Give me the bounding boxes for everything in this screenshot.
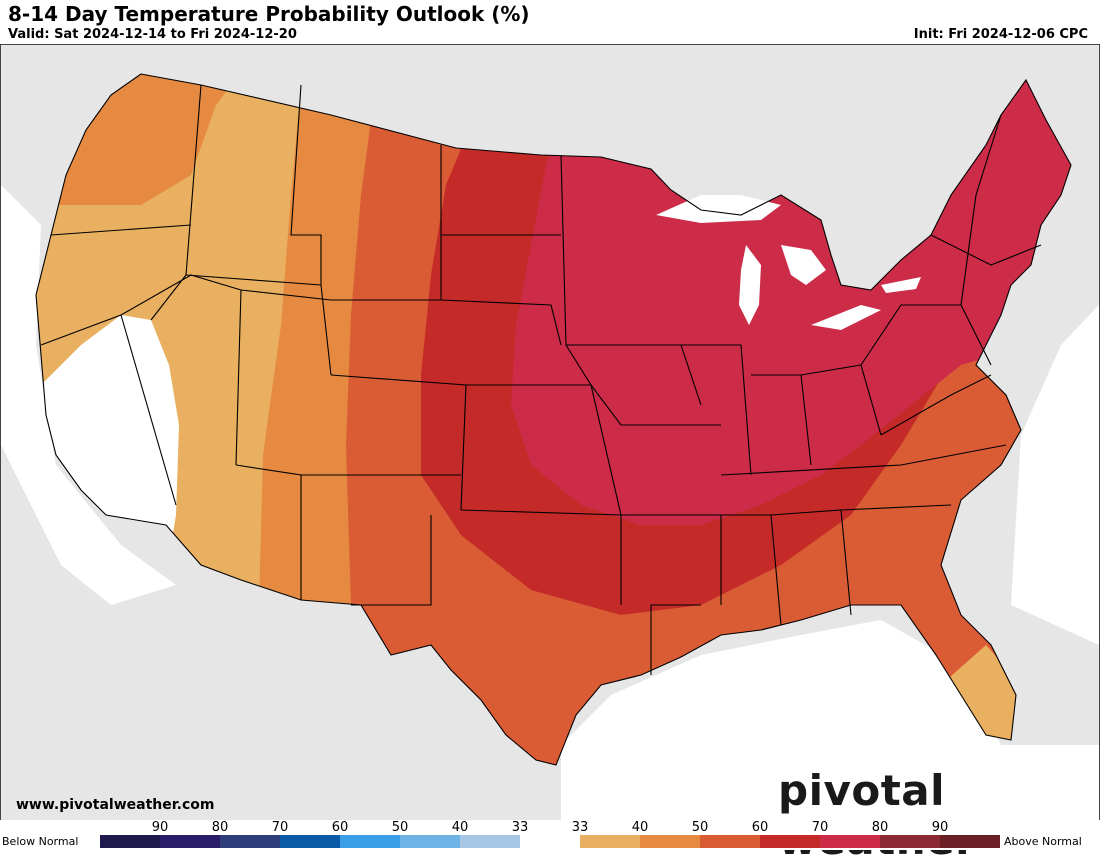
- legend-below-label: Below Normal: [2, 835, 79, 848]
- legend-tick-label: 90: [931, 820, 949, 835]
- lake-erie: [811, 305, 881, 330]
- legend-tick-label: 70: [271, 820, 289, 835]
- legend-swatch: [160, 835, 220, 848]
- map-svg[interactable]: [1, 45, 1099, 820]
- atlantic-ocean: [1011, 305, 1099, 645]
- legend-swatch: [640, 835, 700, 848]
- pacific-ocean: [1, 185, 176, 605]
- legend-tick-label: 70: [811, 820, 829, 835]
- legend-tick-label: 40: [451, 820, 469, 835]
- legend-swatch: [460, 835, 520, 848]
- state-borders: [35, 73, 1072, 766]
- legend-tick-label: 33: [571, 820, 589, 835]
- legend-swatch: [820, 835, 880, 848]
- legend-swatch: [580, 835, 640, 848]
- valid-period: Valid: Sat 2024-12-14 to Fri 2024-12-20: [8, 27, 297, 42]
- lake-superior: [656, 195, 781, 223]
- legend-swatch: [400, 835, 460, 848]
- legend-tick-label: 50: [691, 820, 709, 835]
- init-time: Init: Fri 2024-12-06 CPC: [913, 27, 1088, 42]
- legend-tick-label: 90: [151, 820, 169, 835]
- legend-tick-label: 33: [511, 820, 529, 835]
- legend-swatch: [280, 835, 340, 848]
- legend-tick-label: 60: [331, 820, 349, 835]
- above-33-40-region-florida: [941, 645, 1021, 745]
- legend-tick-label: 60: [751, 820, 769, 835]
- legend-ticks: 90 80 70 60 50 40 33 33 40 50 60 70 80 90: [100, 820, 1000, 835]
- legend-swatch: [520, 835, 580, 848]
- legend-swatch: [760, 835, 820, 848]
- lake-huron: [781, 245, 826, 285]
- legend-swatch: [220, 835, 280, 848]
- legend-colorbar: [100, 835, 1000, 848]
- legend-tick-label: 40: [631, 820, 649, 835]
- header: 8-14 Day Temperature Probability Outlook…: [0, 0, 1100, 44]
- website-link[interactable]: www.pivotalweather.com: [16, 797, 215, 813]
- lake-michigan: [739, 245, 761, 325]
- legend-swatch: [940, 835, 1000, 848]
- legend-tick-label: 80: [871, 820, 889, 835]
- legend-swatch: [880, 835, 940, 848]
- legend-tick-label: 80: [211, 820, 229, 835]
- map-title: 8-14 Day Temperature Probability Outlook…: [8, 2, 530, 26]
- legend-swatch: [340, 835, 400, 848]
- legend: Below Normal 90 80 70 60 50 40 33 33 40 50 60 70 80 9…: [0, 820, 1100, 850]
- legend-swatch: [700, 835, 760, 848]
- lake-ontario: [881, 277, 921, 293]
- legend-above-label: Above Normal: [1004, 835, 1082, 848]
- map-panel[interactable]: [0, 44, 1100, 821]
- legend-tick-label: 50: [391, 820, 409, 835]
- legend-swatch: [100, 835, 160, 848]
- gulf-of-mexico: [561, 620, 1099, 820]
